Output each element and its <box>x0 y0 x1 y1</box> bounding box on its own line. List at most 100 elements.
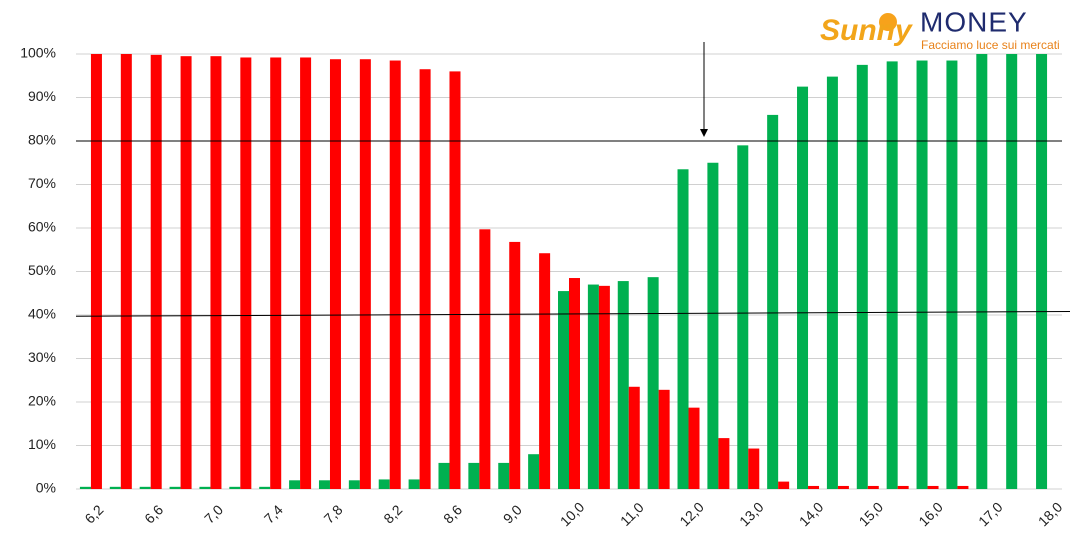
bar <box>240 57 252 489</box>
x-tick-label: 16,0 <box>915 499 946 530</box>
bar <box>210 56 222 490</box>
x-tick-label: 9,0 <box>500 501 525 526</box>
x-tick-label: 10,0 <box>557 499 588 530</box>
bar <box>438 462 450 489</box>
x-tick-label: 14,0 <box>796 499 827 530</box>
bar <box>468 462 480 489</box>
x-tick-label: 12,0 <box>676 499 707 530</box>
bar <box>737 145 749 489</box>
bar <box>647 277 659 489</box>
bar <box>229 486 241 489</box>
x-tick-label: 15,0 <box>856 499 887 530</box>
bar <box>259 486 271 489</box>
bar <box>1006 54 1018 489</box>
y-tick-label: 60% <box>28 219 56 235</box>
bar <box>677 169 689 489</box>
bar <box>199 486 211 489</box>
bar <box>539 253 551 489</box>
bar <box>509 241 521 489</box>
y-tick-label: 10% <box>28 436 56 452</box>
y-tick-label: 90% <box>28 88 56 104</box>
bar <box>150 54 162 490</box>
bar <box>946 60 958 490</box>
x-tick-label: 6,2 <box>81 501 106 526</box>
logo: Sunny MONEY Facciamo luce sui mercati <box>820 6 1060 52</box>
logo-tagline: Facciamo luce sui mercati <box>921 38 1060 52</box>
bar <box>778 481 790 489</box>
bar <box>359 59 371 489</box>
bar <box>748 448 760 489</box>
y-tick-label: 30% <box>28 349 56 365</box>
y-tick-label: 70% <box>28 175 56 191</box>
bar <box>329 59 341 489</box>
y-tick-label: 80% <box>28 132 56 148</box>
bar <box>707 162 719 489</box>
x-tick-label: 11,0 <box>617 499 647 529</box>
bar <box>300 57 312 489</box>
bar <box>767 114 779 490</box>
x-tick-label: 7,0 <box>201 501 226 526</box>
bar <box>120 54 132 489</box>
bar <box>797 86 809 489</box>
arrow-head <box>700 129 708 137</box>
bar <box>837 485 849 489</box>
bar <box>449 71 461 490</box>
x-tick-label: 13,0 <box>736 499 767 530</box>
bar <box>826 76 838 490</box>
bar <box>916 60 928 490</box>
bar <box>289 480 301 489</box>
bar <box>389 60 401 490</box>
bar <box>378 479 390 489</box>
y-tick-label: 40% <box>28 306 56 322</box>
logo-brand: Sunny <box>820 14 913 47</box>
plot-area: 0% 10% 20% 30% 40% 50% 60% 70% 80% 90% 100% 6,2 6,6 7… <box>20 45 1071 530</box>
bar <box>498 462 510 489</box>
y-tick-label: 100% <box>20 45 56 61</box>
bar <box>808 485 820 489</box>
bar <box>617 281 629 489</box>
bar <box>897 485 909 489</box>
bar <box>419 69 431 489</box>
bar <box>528 454 540 489</box>
bar <box>587 284 599 489</box>
x-tick-label: 6,6 <box>141 501 166 526</box>
y-tick-label: 20% <box>28 393 56 409</box>
bar <box>408 479 420 489</box>
bar <box>318 480 330 489</box>
bar <box>598 285 610 489</box>
x-tick-label: 7,4 <box>261 501 286 526</box>
bar <box>927 485 939 489</box>
bar <box>976 54 988 489</box>
x-tick-label: 17,0 <box>975 499 1006 530</box>
x-tick-label: 8,6 <box>440 501 465 526</box>
bar <box>886 61 898 490</box>
bar <box>169 486 181 489</box>
bar <box>658 389 670 489</box>
bar <box>856 64 868 489</box>
bar <box>718 438 730 489</box>
x-tick-label: 7,8 <box>321 501 346 526</box>
logo-sun <box>879 13 897 31</box>
arrow <box>700 42 708 137</box>
bar <box>867 485 879 489</box>
bar <box>139 486 151 489</box>
bar <box>270 57 282 489</box>
bar <box>90 54 102 489</box>
bar <box>79 486 91 489</box>
x-tick-label: 18,0 <box>1035 499 1066 530</box>
bar <box>1036 54 1048 489</box>
bar <box>109 486 121 489</box>
bar <box>957 485 969 489</box>
bar <box>628 386 640 489</box>
bar <box>180 56 192 490</box>
bar <box>479 229 491 489</box>
trend-line <box>75 311 1071 317</box>
y-tick-label: 0% <box>36 480 56 496</box>
bar <box>558 291 569 489</box>
logo-name: MONEY <box>920 6 1028 37</box>
bar <box>688 407 700 489</box>
x-tick-label: 8,2 <box>380 501 405 526</box>
bar <box>348 480 360 489</box>
y-tick-label: 50% <box>28 262 56 278</box>
